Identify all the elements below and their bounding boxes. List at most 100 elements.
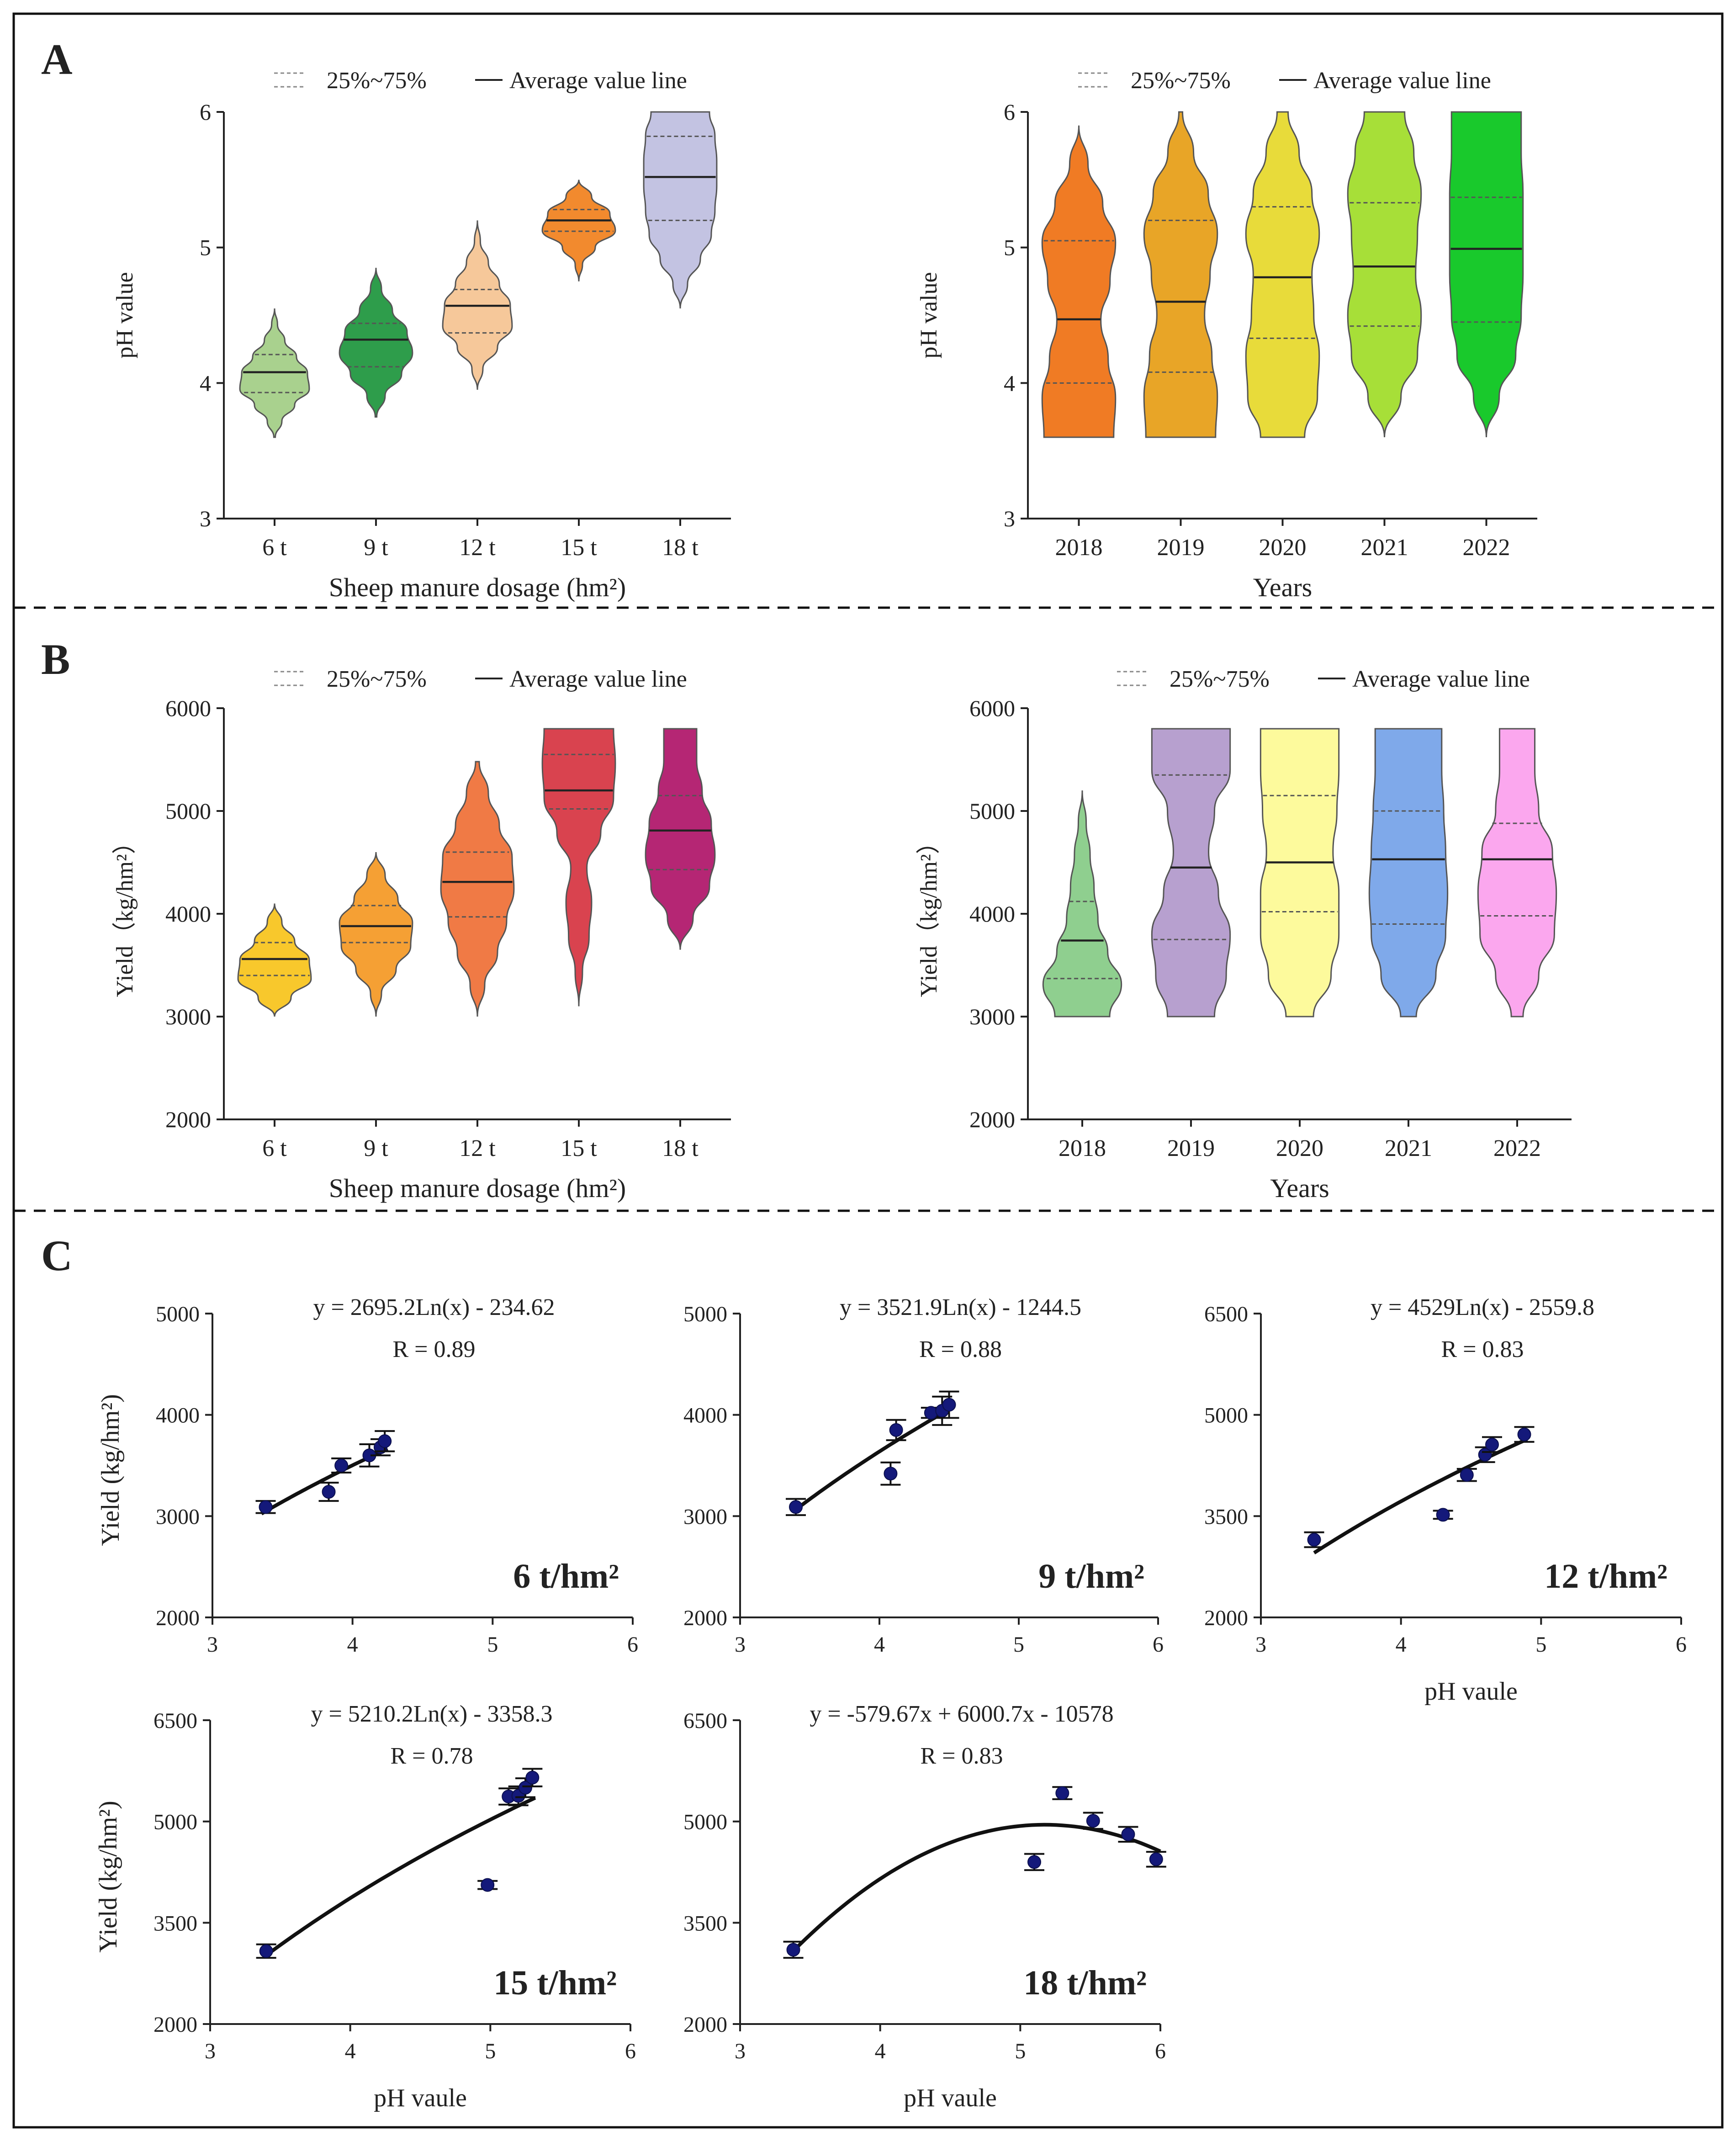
- y-tick-label: 4: [200, 370, 211, 396]
- x-tick-label: 3: [1255, 1632, 1266, 1657]
- x-tick-label: 2020: [1259, 535, 1307, 561]
- y-tick-label: 6500: [153, 1709, 197, 1733]
- y-axis-label: pH value: [916, 272, 942, 358]
- x-axis-label: pH vaule: [374, 2084, 467, 2112]
- x-tick-label: 3: [205, 2039, 216, 2063]
- x-axis-label: Sheep manure dosage (hm²): [329, 572, 626, 602]
- data-point: [1436, 1508, 1450, 1522]
- x-tick-label: 2019: [1167, 1135, 1215, 1161]
- data-point: [789, 1500, 803, 1514]
- chart-C_18t: 2000 3500 5000 6500 3 4 5 6 pH vaule y = -579.67x…: [683, 1701, 1166, 2112]
- data-point: [525, 1770, 540, 1785]
- data-point: [924, 1406, 938, 1420]
- dosage-label: 12 t/hm²: [1544, 1557, 1667, 1595]
- y-tick-label: 6000: [165, 695, 211, 721]
- x-axis-label: pH vaule: [904, 2084, 997, 2112]
- r-squared: R = 0.83: [1441, 1336, 1524, 1362]
- violin-body: [1368, 728, 1449, 1018]
- chart-B_left: 2000 3000 4000 5000 6000 6 t 9 t 12 t 15 t 18 t Sh…: [112, 666, 731, 1203]
- y-tick-label: 3: [1004, 506, 1015, 531]
- data-point: [1517, 1427, 1531, 1441]
- legend-mean-label: Average value line: [509, 68, 687, 94]
- panel-label-b: B: [41, 635, 70, 684]
- x-tick-label: 6: [1155, 2039, 1166, 2063]
- x-tick-label: 9 t: [364, 535, 388, 561]
- x-axis-label: Years: [1270, 1173, 1329, 1203]
- data-point: [786, 1943, 800, 1957]
- y-tick-label: 2000: [683, 1606, 727, 1630]
- legend-quartile-label: 25%~75%: [1170, 666, 1270, 692]
- fit-curve: [792, 1406, 953, 1513]
- violin-body: [643, 111, 718, 309]
- fit-equation: y = 2695.2Ln(x) - 234.62: [313, 1294, 555, 1320]
- y-tick-label: 5: [1004, 235, 1015, 260]
- data-point: [889, 1423, 903, 1437]
- y-tick-label: 5: [200, 235, 211, 260]
- dosage-label: 18 t/hm²: [1023, 1964, 1147, 2002]
- x-tick-label: 5: [485, 2039, 496, 2063]
- x-tick-label: 6: [1153, 1632, 1164, 1657]
- x-tick-label: 9 t: [364, 1135, 388, 1161]
- chart-C_6t: 2000 3000 4000 5000 3 4 5 6 Yield (kg/hm²) y = 26…: [96, 1294, 638, 1657]
- y-tick-label: 4000: [156, 1404, 200, 1428]
- data-point: [259, 1944, 273, 1958]
- panel-label-c: C: [41, 1231, 73, 1280]
- x-tick-label: 6 t: [262, 535, 287, 561]
- legend-quartile-label: 25%~75%: [1131, 68, 1231, 94]
- x-tick-label: 2019: [1157, 535, 1205, 561]
- x-tick-label: 3: [735, 2039, 746, 2063]
- legend-mean-label: Average value line: [509, 666, 687, 692]
- y-tick-label: 3: [200, 506, 211, 531]
- legend-mean-label: Average value line: [1313, 68, 1491, 94]
- data-point: [322, 1485, 336, 1499]
- x-tick-label: 6: [625, 2039, 636, 2063]
- fit-equation: y = -579.67x + 6000.7x - 10578: [810, 1701, 1113, 1727]
- x-tick-label: 4: [1396, 1632, 1407, 1657]
- x-tick-label: 2022: [1493, 1135, 1541, 1161]
- y-tick-label: 5000: [969, 798, 1015, 824]
- data-point: [942, 1398, 956, 1412]
- x-tick-label: 5: [1013, 1632, 1024, 1657]
- r-squared: R = 0.78: [390, 1743, 473, 1769]
- y-tick-label: 5000: [1204, 1404, 1248, 1428]
- x-tick-label: 2021: [1361, 535, 1408, 561]
- y-tick-label: 3500: [1204, 1505, 1248, 1529]
- violin-body: [1041, 125, 1117, 438]
- y-tick-label: 5000: [153, 1810, 197, 1834]
- violin-body: [1449, 111, 1524, 438]
- x-tick-label: 4: [874, 1632, 885, 1657]
- chart-B_right: 2000 3000 4000 5000 6000 2018 2019 2020 2021 2022…: [916, 666, 1572, 1203]
- y-tick-label: 4: [1004, 370, 1015, 396]
- y-tick-label: 5000: [165, 798, 211, 824]
- x-tick-label: 5: [487, 1632, 498, 1657]
- fit-equation: y = 4529Ln(x) - 2559.8: [1371, 1294, 1594, 1320]
- chart-A_left: 3 4 5 6 6 t 9 t 12 t 15 t 18 t Sheep manure dosag…: [112, 68, 731, 602]
- x-tick-label: 18 t: [662, 535, 699, 561]
- violin-body: [1347, 111, 1422, 438]
- x-tick-label: 6: [1676, 1632, 1687, 1657]
- violin-body: [1143, 111, 1218, 438]
- y-tick-label: 2000: [1204, 1606, 1248, 1630]
- y-tick-label: 2000: [153, 2013, 197, 2037]
- x-tick-label: 4: [347, 1632, 358, 1657]
- data-point: [519, 1781, 532, 1795]
- x-tick-label: 5: [1535, 1632, 1546, 1657]
- x-axis-label: pH vaule: [1424, 1677, 1518, 1706]
- y-tick-label: 3500: [153, 1911, 197, 1935]
- y-tick-label: 3000: [156, 1505, 200, 1529]
- violin-body: [339, 268, 413, 418]
- fit-equation: y = 5210.2Ln(x) - 3358.3: [311, 1701, 552, 1727]
- y-tick-label: 3000: [165, 1004, 211, 1029]
- x-tick-label: 2021: [1385, 1135, 1432, 1161]
- y-tick-label: 5000: [683, 1810, 727, 1834]
- violin-body: [1260, 728, 1340, 1018]
- r-squared: R = 0.89: [392, 1336, 475, 1362]
- x-tick-label: 5: [1015, 2039, 1026, 2063]
- y-axis-label: Yield（kg/hm²）: [916, 830, 942, 997]
- x-tick-label: 2018: [1055, 535, 1103, 561]
- violin-body: [541, 728, 616, 1007]
- y-tick-label: 3000: [969, 1004, 1015, 1029]
- legend-mean-label: Average value line: [1352, 666, 1530, 692]
- violin-body: [1042, 790, 1122, 1018]
- data-point: [1086, 1814, 1100, 1828]
